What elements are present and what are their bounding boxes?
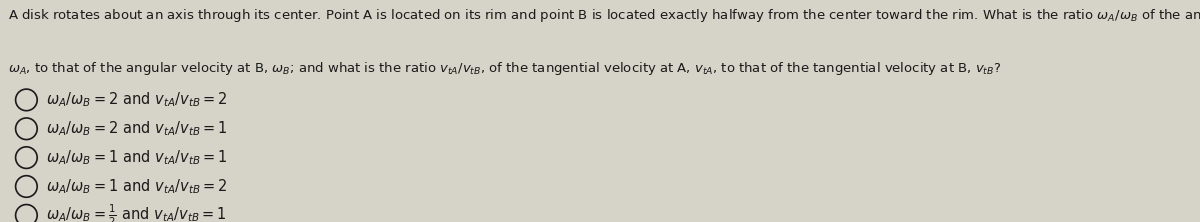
Text: $\omega_A/\omega_B = 1$ and $v_{tA}/v_{tB} = 1$: $\omega_A/\omega_B = 1$ and $v_{tA}/v_{t… (46, 148, 227, 167)
Text: $\omega_A/\omega_B = 2$ and $v_{tA}/v_{tB} = 2$: $\omega_A/\omega_B = 2$ and $v_{tA}/v_{t… (46, 91, 227, 109)
Text: $\omega_A/\omega_B = 2$ and $v_{tA}/v_{tB} = 1$: $\omega_A/\omega_B = 2$ and $v_{tA}/v_{t… (46, 119, 227, 138)
Text: $\omega_A/\omega_B = 1$ and $v_{tA}/v_{tB} = 2$: $\omega_A/\omega_B = 1$ and $v_{tA}/v_{t… (46, 177, 227, 196)
Text: $\omega_A$, to that of the angular velocity at B, $\omega_B$; and what is the ra: $\omega_A$, to that of the angular veloc… (8, 60, 1002, 77)
Text: $\omega_A/\omega_B = \frac{1}{2}$ and $v_{tA}/v_{tB} = 1$: $\omega_A/\omega_B = \frac{1}{2}$ and $v… (46, 203, 226, 222)
Text: A disk rotates about an axis through its center. Point A is located on its rim a: A disk rotates about an axis through its… (8, 7, 1200, 24)
